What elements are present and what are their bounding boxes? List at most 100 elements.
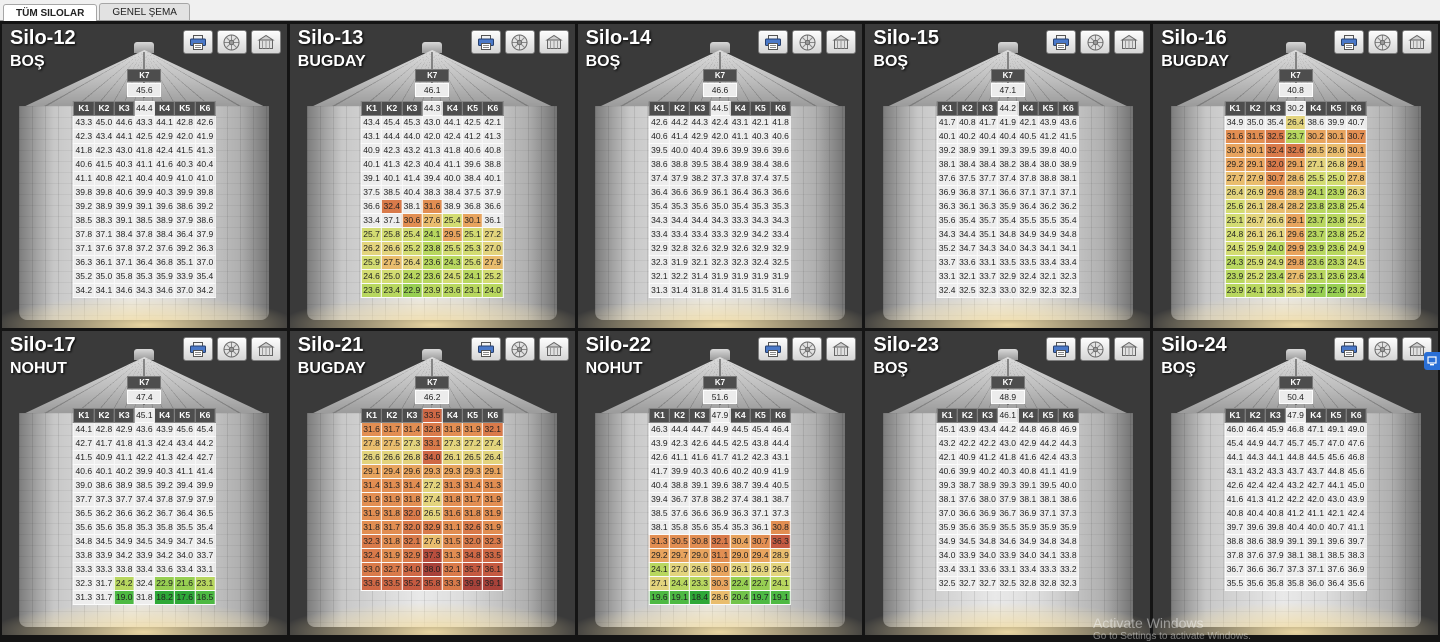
temp-cell: 42.2	[956, 436, 978, 451]
fan-button[interactable]	[792, 337, 823, 361]
temp-cell: 33.7	[936, 255, 958, 270]
silo-view-button[interactable]	[1401, 30, 1432, 54]
temp-cell: 24.2	[113, 576, 135, 591]
temp-cell: 36.6	[769, 185, 792, 200]
column-header: K2	[1244, 101, 1266, 116]
temp-cell: 32.9	[729, 227, 751, 242]
temp-cell: 35.6	[689, 520, 711, 535]
tab-all-silos[interactable]: TÜM SILOLAR	[3, 4, 98, 21]
temp-cell: 38.1	[648, 520, 670, 535]
temp-cell: 43.3	[1264, 464, 1286, 479]
temp-cell: 41.2	[729, 450, 751, 465]
silo-view-button[interactable]	[538, 30, 569, 54]
temp-cell: 31.9	[709, 269, 731, 284]
print-button[interactable]	[1333, 337, 1364, 361]
silo-view-button[interactable]	[1114, 337, 1145, 361]
temp-cell: 22.7	[1305, 283, 1327, 298]
temp-cell: 19.7	[749, 590, 771, 605]
temp-cell: 42.4	[1037, 450, 1059, 465]
fan-button[interactable]	[792, 30, 823, 54]
temp-cell: 29.2	[648, 548, 670, 563]
sensor-row: 27.1 24.4 23.3 30.3 22.4 22.7 24.1	[648, 576, 792, 591]
fan-button[interactable]	[216, 337, 247, 361]
k7-label: K7	[990, 69, 1025, 82]
temp-cell: 41.7	[936, 115, 958, 130]
temp-cell: 49.0	[1345, 422, 1367, 437]
silo-roof-cap	[134, 349, 155, 360]
temp-cell: 35.7	[461, 562, 484, 577]
fan-button[interactable]	[216, 30, 247, 54]
temp-cell: 31.9	[749, 269, 771, 284]
temp-cell: 38.8	[668, 157, 691, 172]
temp-cell: 31.8	[360, 520, 383, 535]
column-header: K3	[401, 408, 423, 423]
temp-cell: 39.1	[1017, 478, 1039, 493]
column-header: K4	[1305, 408, 1327, 423]
temp-cell: 36.4	[133, 255, 155, 270]
temp-cell: 33.4	[174, 562, 196, 577]
print-button[interactable]	[1333, 30, 1364, 54]
silo-view-icon	[257, 34, 275, 49]
silo-view-button[interactable]	[826, 30, 857, 54]
silo-title: Silo-12	[10, 27, 76, 49]
sensor-row: 41.5 40.9 41.1 42.2 41.3 42.4 42.7	[73, 450, 216, 465]
silo-view-button[interactable]	[826, 337, 857, 361]
column-header: K2	[93, 408, 115, 423]
temp-cell: 34.0	[401, 562, 423, 577]
temp-cell: 27.2	[421, 478, 443, 493]
silo-view-button[interactable]	[538, 337, 569, 361]
temp-cell: 38.6	[1057, 492, 1079, 507]
temp-cell: 25.9	[1244, 255, 1266, 270]
temp-cell: 40.6	[936, 464, 958, 479]
temp-cell: 38.3	[93, 213, 115, 228]
silo-view-button[interactable]	[250, 337, 281, 361]
silo-view-button[interactable]	[1114, 30, 1145, 54]
temp-cell: 38.7	[769, 492, 792, 507]
temp-cell: 37.8	[133, 227, 155, 242]
k7-cable-header: K7 50.4	[1278, 376, 1313, 404]
temp-cell: 33.0	[360, 562, 383, 577]
temp-cell: 42.8	[93, 422, 115, 437]
temp-cell: 35.4	[709, 520, 731, 535]
print-button[interactable]	[182, 30, 213, 54]
print-button[interactable]	[470, 337, 501, 361]
silo-view-button[interactable]	[1401, 337, 1432, 361]
temp-cell: 35.5	[174, 520, 196, 535]
print-button[interactable]	[758, 337, 789, 361]
fan-button[interactable]	[504, 337, 535, 361]
print-button[interactable]	[758, 30, 789, 54]
fan-button[interactable]	[504, 30, 535, 54]
temp-cell: 37.9	[1264, 548, 1286, 563]
fan-button[interactable]	[1367, 30, 1398, 54]
print-button[interactable]	[470, 30, 501, 54]
temp-cell: 28.6	[1325, 143, 1347, 158]
temp-cell: 35.4	[1264, 115, 1286, 130]
temp-cell: 40.3	[997, 464, 1019, 479]
temp-cell: 38.9	[729, 157, 751, 172]
silo-title: Silo-22	[585, 334, 652, 356]
temp-cell: 30.6	[401, 213, 423, 228]
sensor-row: 38.5 37.6 36.6 36.9 36.3 37.1 37.3	[648, 506, 792, 521]
temp-cell: 36.6	[689, 506, 711, 521]
fan-button[interactable]	[1080, 337, 1111, 361]
temp-cell: 39.1	[133, 199, 155, 214]
silo-toolbar	[1046, 337, 1145, 361]
silo-content-label: NOHUT	[585, 360, 643, 377]
print-button[interactable]	[1046, 30, 1077, 54]
print-button[interactable]	[182, 337, 213, 361]
temp-cell: 38.9	[153, 213, 176, 228]
sensor-row: 39.2 38.9 39.1 39.3 39.5 39.8 40.0	[936, 143, 1079, 158]
print-button[interactable]	[1046, 337, 1077, 361]
fan-button[interactable]	[1080, 30, 1111, 54]
silo-view-button[interactable]	[250, 30, 281, 54]
silo-toolbar	[182, 30, 281, 54]
temp-cell: 41.3	[482, 129, 504, 144]
temp-cell: 30.7	[749, 534, 771, 549]
sensor-row: 33.7 33.6 33.1 33.5 33.5 33.4 33.4	[936, 255, 1079, 270]
fan-button[interactable]	[1367, 337, 1398, 361]
temp-cell: 28.5	[1305, 143, 1327, 158]
docked-widget-icon[interactable]	[1424, 352, 1440, 370]
sensor-row: 31.6 31.7 31.4 32.8 31.8 31.9 32.1	[360, 422, 504, 437]
temp-cell: 34.2	[749, 227, 771, 242]
tab-general-schema[interactable]: GENEL ŞEMA	[99, 3, 190, 20]
